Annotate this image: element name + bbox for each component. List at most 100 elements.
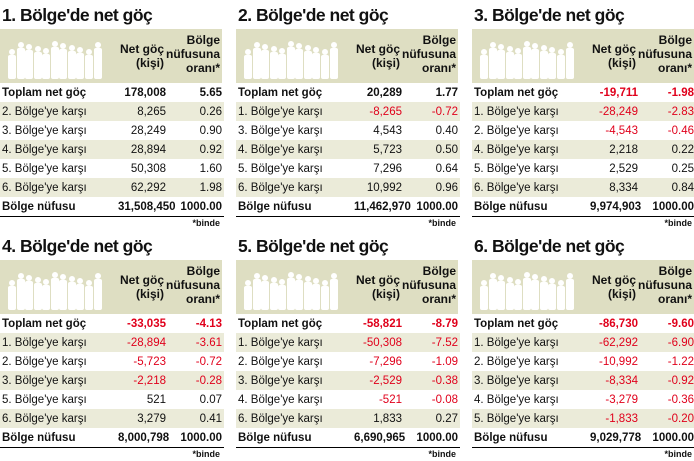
row-label: Toplam net göç [238,86,323,99]
migration-value: 11,462,970 [354,197,411,217]
migration-value: 62,292 [118,178,166,197]
table-row: Bölge nüfusu 9,974,903 1000.00 [472,197,694,217]
row-label: 1. Bölge'ye karşı [236,102,354,121]
panel-title: 6. Bölge'de net göç [474,236,625,256]
ratio-value: 1000.00 [638,428,694,448]
table-row: 2. Bölge'ye karşı -5,723 -0.72 [0,352,224,371]
migration-value: -2,218 [118,371,166,390]
table-header: Net göç (kişi) Bölge nüfusuna oranı* [236,260,458,314]
migration-value: 20,289 [366,86,402,99]
row-label: Bölge nüfusu [236,197,354,217]
table-row: Bölge nüfusu 6,690,965 1000.00 [236,428,460,448]
row-label: Bölge nüfusu [472,197,590,217]
table-row: 3. Bölge'ye karşı -2,218 -0.28 [0,371,224,390]
row-label: 6. Bölge'ye karşı [236,178,354,197]
migration-value: 50,308 [130,162,166,175]
row-label: 4. Bölge'ye karşı [474,393,559,406]
ratio-value: -6.90 [638,333,694,352]
row-label: 4. Bölge'ye karşı [472,140,590,159]
population-ratio-header: Bölge nüfusuna oranı* [402,264,456,306]
migration-value: 6,690,965 [354,428,405,448]
migration-value: 178,008 [124,86,166,99]
net-migration-header: Net göç (kişi) [355,273,400,301]
migration-value: 7,296 [373,162,402,175]
migration-value: -4,543 [605,124,638,137]
row-label: 1. Bölge'ye karşı [472,102,590,121]
migration-value: -58,821 [362,317,402,330]
table-row: 1. Bölge'ye karşı -8,265 -0.72 [236,102,460,121]
ratio-value: -8.79 [431,317,458,330]
ratio-value: 0.22 [638,140,694,159]
ratio-value: 1.60 [199,162,222,175]
table-row: 6. Bölge'ye karşı 1,833 0.27 [236,409,460,428]
table-header: Net göç (kişi) Bölge nüfusuna oranı* [472,29,694,83]
ratio-value: -4.13 [195,317,222,330]
table-row: 3. Bölge'ye karşı 28,249 0.90 [0,121,224,140]
row-label: 6. Bölge'ye karşı [236,409,354,428]
migration-value: 3,279 [118,409,166,428]
population-ratio-header: Bölge nüfusuna oranı* [402,33,456,75]
table-row: 3. Bölge'ye karşı -2,529 -0.38 [236,371,460,390]
migration-value: -10,992 [598,355,638,368]
row-label: Bölge nüfusu [0,428,118,448]
ratio-value: -0.08 [431,393,458,406]
table-row: Toplam net göç -86,730 -9.60 [472,314,694,333]
table-row: 5. Bölge'ye karşı 7,296 0.64 [236,159,460,178]
migration-value: -7,296 [369,355,402,368]
row-label: Toplam net göç [2,317,87,330]
table-row: Bölge nüfusu 8,000,798 1000.00 [0,428,224,448]
table-row: 5. Bölge'ye karşı -1,833 -0.20 [472,409,694,428]
ratio-value: 1000.00 [402,428,460,448]
migration-value: -2,529 [354,371,402,390]
migration-value: -19,711 [599,86,638,99]
ratio-value: -1.09 [431,355,458,368]
row-label: 6. Bölge'ye karşı [0,409,118,428]
population-ratio-header: Bölge nüfusuna oranı* [638,33,692,75]
ratio-value: -0.20 [638,409,694,428]
ratio-value: 1.77 [435,86,458,99]
net-migration-header: Net göç (kişi) [355,42,400,70]
row-label: 5. Bölge'ye karşı [2,162,87,175]
migration-value: -33,035 [126,317,166,330]
ratio-value: 0.96 [402,178,460,197]
row-label: Toplam net göç [2,86,87,99]
ratio-value: -0.72 [195,355,222,368]
table-row: 5. Bölge'ye karşı 521 0.07 [0,390,224,409]
row-label: 1. Bölge'ye karşı [236,333,354,352]
ratio-value: 0.27 [402,409,460,428]
migration-value: 8,334 [590,178,638,197]
table-header: Net göç (kişi) Bölge nüfusuna oranı* [0,29,222,83]
migration-table: Toplam net göç -86,730 -9.60 1. Bölge'ye k… [472,314,694,448]
table-row: 4. Bölge'ye karşı 5,723 0.50 [236,140,460,159]
footnote: *binde [664,218,692,228]
table-row: 1. Bölge'ye karşı -50,308 -7.52 [236,333,460,352]
migration-value: -50,308 [354,333,402,352]
table-row: 2. Bölge'ye karşı 8,265 0.26 [0,102,224,121]
net-migration-header: Net göç (kişi) [591,273,636,301]
table-row: 4. Bölge'ye karşı -3,279 -0.36 [472,390,694,409]
crowd-silhouette-icon [244,272,338,310]
footnote: *binde [664,449,692,459]
row-label: 5. Bölge'ye karşı [238,162,323,175]
region-1-panel: 1. Bölge'de net göç Net göç (kişi) Bölge n… [0,2,224,228]
net-migration-header: Net göç (kişi) [119,42,164,70]
row-label: 5. Bölge'ye karşı [2,393,87,406]
migration-value: -62,292 [590,333,638,352]
migration-table: Toplam net göç -58,821 -8.79 1. Bölge'ye k… [236,314,460,448]
ratio-value: -1.22 [667,355,694,368]
row-label: Toplam net göç [238,317,323,330]
table-header: Net göç (kişi) Bölge nüfusuna oranı* [472,260,694,314]
row-label: 2. Bölge'ye karşı [0,102,118,121]
footnote: *binde [428,218,456,228]
row-label: 1. Bölge'ye karşı [0,333,118,352]
row-label: 2. Bölge'ye karşı [238,355,323,368]
ratio-value: 0.07 [199,393,222,406]
table-row: 6. Bölge'ye karşı 62,292 1.98 [0,178,224,197]
migration-table: Toplam net göç -19,711 -1.98 1. Bölge'ye k… [472,83,694,217]
ratio-value: 0.25 [671,162,694,175]
ratio-value: 0.40 [435,124,458,137]
population-ratio-header: Bölge nüfusuna oranı* [638,264,692,306]
migration-value: -5,723 [133,355,166,368]
row-label: 3. Bölge'ye karşı [236,371,354,390]
row-label: 6. Bölge'ye karşı [472,178,590,197]
